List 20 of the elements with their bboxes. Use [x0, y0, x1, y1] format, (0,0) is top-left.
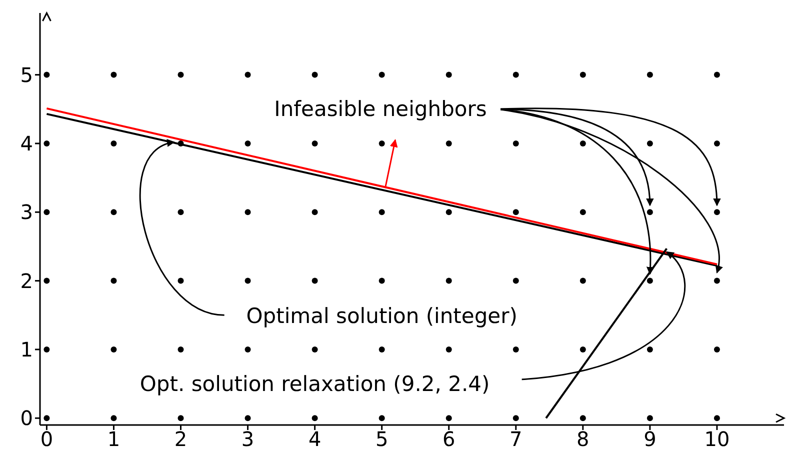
x-tick-label: 9 [644, 427, 656, 452]
y-tick-label: 0 [20, 406, 33, 430]
y-tick-label: 2 [20, 268, 33, 293]
x-tick-label: 6 [442, 427, 456, 452]
x-tick-label: 2 [174, 427, 188, 452]
y-tick-label: 3 [20, 200, 33, 224]
x-tick-label: 10 [704, 427, 730, 452]
annotation: Optimal solution (integer) [246, 304, 518, 328]
x-tick-label: 1 [107, 427, 120, 452]
y-tick-label: 1 [20, 338, 33, 362]
x-tick-label: 4 [308, 427, 322, 452]
x-tick-label: 0 [40, 427, 54, 452]
x-tick-label: 8 [576, 427, 590, 452]
y-tick-label: 4 [20, 132, 33, 156]
x-tick-label: 5 [375, 427, 388, 452]
annotation: Opt. solution relaxation (9.2, 2.4) [140, 372, 490, 396]
y-tick-label: 5 [20, 62, 33, 87]
x-tick-label: 7 [510, 427, 522, 452]
x-tick-label: 3 [241, 427, 254, 452]
annotation: Infeasible neighbors [274, 97, 487, 122]
